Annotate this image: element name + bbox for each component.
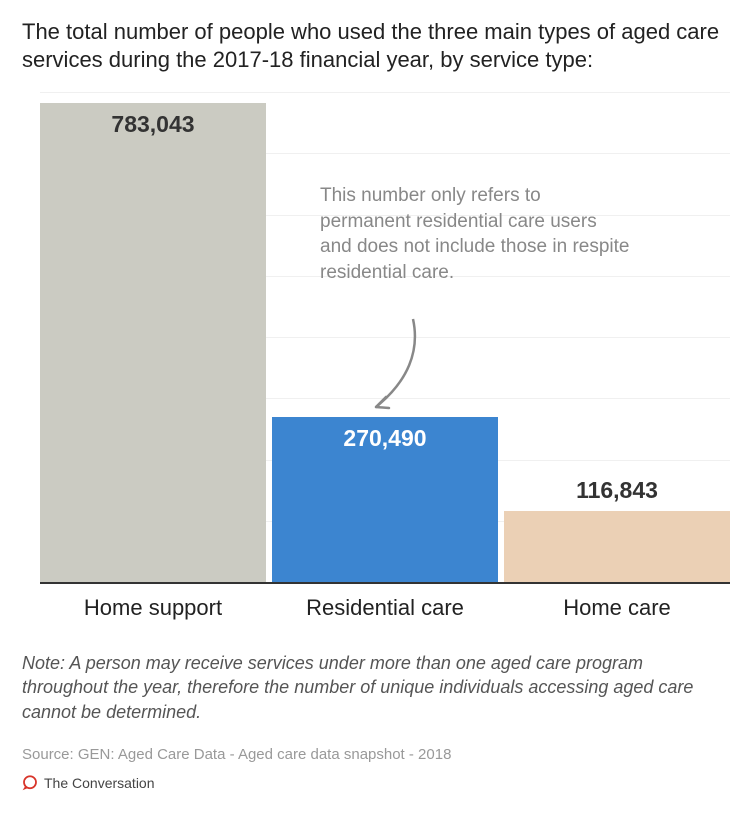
brand-row: The Conversation: [22, 775, 732, 791]
category-label: Residential care: [272, 595, 498, 621]
bar-value-label: 270,490: [272, 425, 498, 452]
bar-value-label: 783,043: [40, 111, 266, 138]
bar-slot: 783,043: [40, 93, 266, 583]
chart-title: The total number of people who used the …: [22, 18, 732, 73]
category-label: Home support: [40, 595, 266, 621]
bars-group: 783,043270,490116,843: [40, 93, 730, 583]
conversation-logo-icon: [22, 775, 38, 791]
chart-container: The total number of people who used the …: [0, 0, 754, 816]
chart-source: Source: GEN: Aged Care Data - Aged care …: [22, 746, 732, 763]
bar: 783,043: [40, 103, 266, 583]
category-labels-row: Home supportResidential careHome care: [40, 595, 730, 621]
annotation-text: This number only refers to permanent res…: [320, 183, 630, 286]
chart-area: 783,043270,490116,843 This number only r…: [40, 93, 730, 583]
category-label: Home care: [504, 595, 730, 621]
x-axis-line: [40, 582, 730, 584]
bar-slot: 116,843: [504, 93, 730, 583]
bar-value-label: 116,843: [504, 477, 730, 504]
bar-slot: 270,490: [272, 93, 498, 583]
chart-note: Note: A person may receive services unde…: [22, 651, 732, 724]
brand-label: The Conversation: [44, 775, 155, 791]
bar: 270,490: [272, 417, 498, 583]
bar: 116,843: [504, 511, 730, 583]
